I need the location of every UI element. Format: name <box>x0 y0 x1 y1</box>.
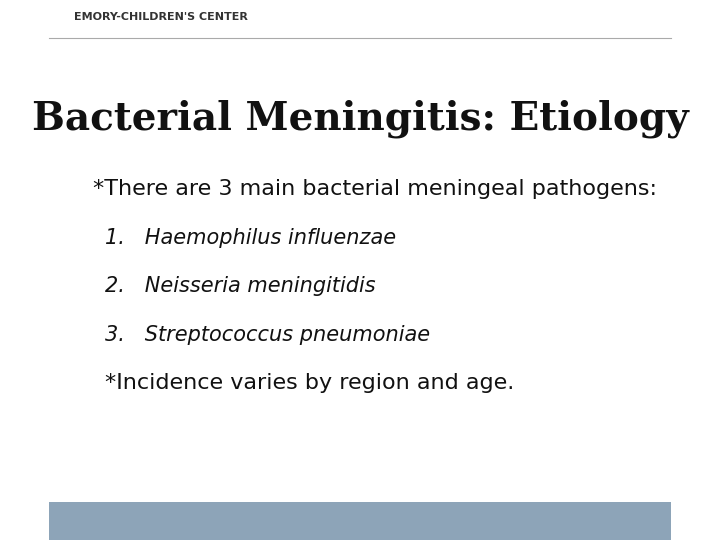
Text: 3.   Streptococcus pneumoniae: 3. Streptococcus pneumoniae <box>105 325 431 345</box>
FancyBboxPatch shape <box>50 502 670 540</box>
Text: EMORY-CHILDREN'S CENTER: EMORY-CHILDREN'S CENTER <box>74 11 248 22</box>
Text: 1.   Haemophilus influenzae: 1. Haemophilus influenzae <box>105 227 397 248</box>
Text: 2.   Neisseria meningitidis: 2. Neisseria meningitidis <box>105 276 376 296</box>
Text: *There are 3 main bacterial meningeal pathogens:: *There are 3 main bacterial meningeal pa… <box>93 179 657 199</box>
Text: Bacterial Meningitis: Etiology: Bacterial Meningitis: Etiology <box>32 99 688 138</box>
Text: *Incidence varies by region and age.: *Incidence varies by region and age. <box>105 373 515 394</box>
